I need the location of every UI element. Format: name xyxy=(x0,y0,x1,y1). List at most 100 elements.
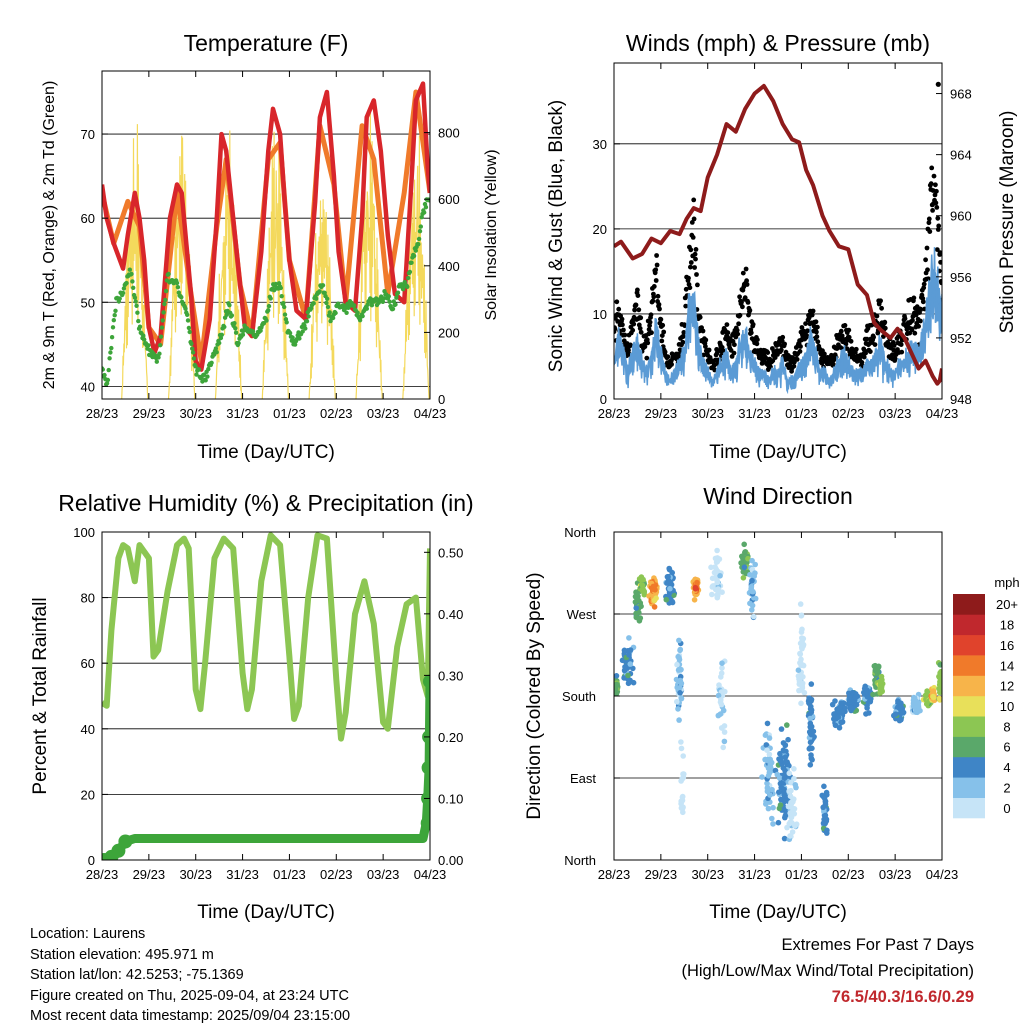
gust-point xyxy=(931,173,937,179)
info-created: Figure created on Thu, 2025-09-04, at 23… xyxy=(30,987,349,1004)
gust-point xyxy=(848,338,854,344)
direction-point xyxy=(864,694,871,700)
gust-point xyxy=(691,216,697,222)
y-right-tick-label: 0.00 xyxy=(438,853,463,868)
gust-point xyxy=(691,197,697,203)
direction-point xyxy=(740,575,747,581)
dewpoint-point xyxy=(187,329,192,335)
dewpoint-point xyxy=(405,284,410,289)
direction-point xyxy=(749,557,755,564)
humidity-frame xyxy=(101,531,431,861)
temperature-2m-line xyxy=(102,81,430,372)
dewpoint-point xyxy=(146,343,151,348)
gust-point xyxy=(644,355,650,361)
direction-point xyxy=(788,787,794,794)
dewpoint-point xyxy=(281,301,286,306)
gust-point xyxy=(626,347,631,353)
gust-point xyxy=(882,319,888,325)
direction-xlabel: Time (Day/UTC) xyxy=(709,902,847,923)
y-right-tick-label: 956 xyxy=(950,270,972,285)
dewpoint-point xyxy=(136,318,141,324)
dewpoint-point xyxy=(129,271,134,277)
direction-tick-label: West xyxy=(567,607,597,622)
direction-point xyxy=(694,579,700,586)
x-tick-label: 29/23 xyxy=(133,406,166,421)
dewpoint-point xyxy=(380,299,386,304)
direction-point xyxy=(846,694,853,700)
dewpoint-point xyxy=(417,229,423,234)
gust-point xyxy=(921,285,927,291)
dewpoint-point xyxy=(418,224,423,229)
dewpoint-point xyxy=(133,299,138,304)
dewpoint-point xyxy=(190,350,196,355)
humidity-x-ticks: 28/23 29/23 30/23 31/23 01/23 02/23 03/23 04/23 xyxy=(86,532,446,882)
gust-point xyxy=(936,223,942,229)
dewpoint-point xyxy=(190,346,195,351)
direction-point xyxy=(721,738,728,745)
gust-point xyxy=(879,305,884,311)
x-tick-label: 31/23 xyxy=(226,867,259,882)
direction-point xyxy=(679,776,685,782)
gust-point xyxy=(844,346,850,351)
direction-point xyxy=(718,697,724,703)
direction-point xyxy=(785,736,791,743)
direction-point xyxy=(627,661,634,667)
colorbar-label: 14 xyxy=(1000,658,1014,673)
gust-point xyxy=(935,227,941,232)
dewpoint-point xyxy=(406,275,411,281)
gust-point xyxy=(925,267,930,273)
gust-point xyxy=(899,349,905,355)
gust-point xyxy=(732,342,737,348)
gust-point xyxy=(635,287,640,293)
direction-point xyxy=(667,585,673,592)
gust-point xyxy=(891,343,897,348)
dewpoint-point xyxy=(290,335,295,340)
direction-point xyxy=(778,726,785,732)
direction-point xyxy=(782,759,788,765)
speed-colorbar: mph 0 2 4 6 8 10 12 14 16 18 20+ xyxy=(953,575,1020,819)
colorbar-label: 2 xyxy=(1003,781,1010,796)
gust-point xyxy=(780,334,786,340)
dewpoint-point xyxy=(330,315,336,321)
x-tick-label: 01/23 xyxy=(273,867,306,882)
direction-point xyxy=(717,573,723,579)
gust-point xyxy=(754,341,760,347)
gust-point xyxy=(632,307,637,313)
extremes-box: Extremes For Past 7 Days (High/Low/Max W… xyxy=(681,932,974,1010)
dewpoint-point xyxy=(287,330,293,336)
winds-title: Winds (mph) & Pressure (mb) xyxy=(626,30,930,56)
dewpoint-point xyxy=(163,288,169,294)
gust-point xyxy=(809,312,815,318)
direction-point xyxy=(937,686,942,693)
gust-point xyxy=(737,312,743,318)
gust-point xyxy=(694,272,699,277)
dewpoint-point xyxy=(154,359,159,364)
dewpoint-point xyxy=(273,281,278,287)
direction-point xyxy=(675,667,682,673)
colorbar-label: 18 xyxy=(1000,618,1014,633)
dewpoint-point xyxy=(158,334,164,339)
gust-point xyxy=(918,318,923,324)
direction-point xyxy=(821,783,827,790)
winds-x-ticks: 28/23 29/23 30/23 31/23 01/23 02/23 03/23 04/23 xyxy=(598,63,958,421)
x-tick-label: 03/23 xyxy=(879,406,912,421)
gust-point xyxy=(665,354,671,360)
direction-point xyxy=(767,762,773,769)
dewpoint-point xyxy=(213,346,219,351)
gust-point xyxy=(929,165,935,171)
gust-point-max xyxy=(935,81,941,87)
dewpoint-point xyxy=(314,296,319,301)
dewpoint-point xyxy=(303,326,308,331)
gust-point xyxy=(846,334,852,340)
dewpoint-point xyxy=(109,335,115,340)
x-tick-label: 31/23 xyxy=(738,406,771,421)
direction-point xyxy=(716,682,722,688)
gust-point xyxy=(622,332,628,338)
direction-point xyxy=(770,804,776,811)
direction-point xyxy=(820,820,827,826)
gust-point xyxy=(815,339,821,345)
dewpoint-point xyxy=(110,325,116,330)
gust-point xyxy=(939,280,942,286)
x-tick-label: 28/23 xyxy=(86,867,119,882)
direction-point xyxy=(630,665,636,672)
